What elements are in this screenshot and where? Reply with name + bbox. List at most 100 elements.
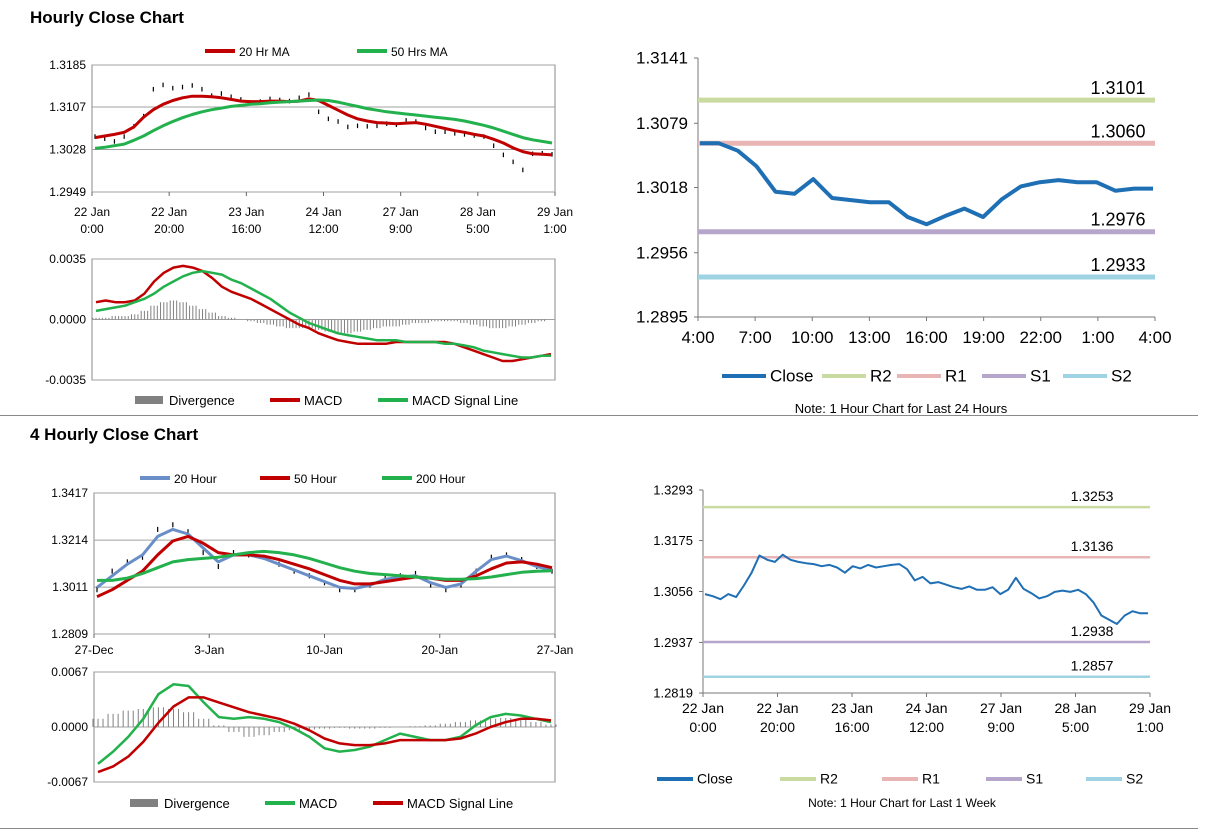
level-label-r1: 1.3060 bbox=[1090, 121, 1145, 141]
plot-frame bbox=[91, 64, 556, 193]
x-tick-label: 13:00 bbox=[848, 328, 891, 347]
y-tick-label: 1.2949 bbox=[49, 185, 86, 199]
series-close bbox=[704, 553, 1148, 625]
x-tick-label: 27 Jan bbox=[980, 700, 1022, 716]
legend-divergence-swatch bbox=[130, 799, 158, 807]
hourly-macd-chart: 0.0035 0.0000 -0.0035 Divergence MACD MACD Si… bbox=[45, 252, 556, 408]
y-tick-label: 1.3107 bbox=[49, 100, 86, 114]
x-tick-label: 24 Jan bbox=[305, 205, 341, 219]
legend-0-label: 20 Hr MA bbox=[239, 45, 290, 59]
series-50-hour bbox=[96, 534, 553, 599]
x-tick-label: 10-Jan bbox=[306, 643, 343, 657]
x-tick-label: 16:00 bbox=[905, 328, 948, 347]
four-hourly-section-title: 4 Hourly Close Chart bbox=[30, 425, 199, 444]
x-tick-label: 4:00 bbox=[681, 328, 714, 347]
legend-close-label: Close bbox=[697, 771, 733, 787]
y-tick-label: 1.3185 bbox=[49, 58, 86, 72]
section-divider bbox=[0, 415, 1198, 416]
y-tick-label: 1.2819 bbox=[653, 685, 693, 700]
x-tick-label: 16:00 bbox=[834, 719, 869, 735]
x-tick-label: 20:00 bbox=[760, 719, 795, 735]
legend-2-label: 200 Hour bbox=[416, 472, 465, 486]
y-tick-label: 1.3141 bbox=[636, 49, 688, 68]
level-label-s2: 1.2857 bbox=[1071, 658, 1114, 674]
level-label-r2: 1.3101 bbox=[1090, 78, 1145, 98]
x-tick-label: 27-Dec bbox=[75, 643, 114, 657]
x-tick-label: 22 Jan bbox=[682, 700, 724, 716]
x-tick-label: 3-Jan bbox=[194, 643, 224, 657]
x-tick-label: 27 Jan bbox=[383, 205, 419, 219]
legend-divergence-swatch bbox=[135, 396, 163, 404]
legend-divergence-label: Divergence bbox=[164, 796, 230, 811]
legend-r2-label: R2 bbox=[820, 771, 838, 787]
legend-s1-label: S1 bbox=[1026, 771, 1043, 787]
x-tick-label: 27-Jan bbox=[537, 643, 574, 657]
x-tick-label: 1:00 bbox=[543, 222, 567, 236]
legend-s1-label: S1 bbox=[1030, 367, 1051, 386]
y-tick-label: 0.0000 bbox=[49, 313, 86, 327]
y-tick-label: 1.3056 bbox=[653, 584, 693, 599]
y-tick-label: -0.0067 bbox=[47, 775, 88, 789]
legend-r1-label: R1 bbox=[945, 367, 967, 386]
series-macd bbox=[97, 683, 552, 765]
y-tick-label: 1.3079 bbox=[636, 114, 688, 133]
x-tick-label: 4:00 bbox=[1138, 328, 1171, 347]
x-tick-label: 5:00 bbox=[466, 222, 490, 236]
x-tick-label: 19:00 bbox=[962, 328, 1005, 347]
level-label-s1: 1.2976 bbox=[1090, 210, 1145, 230]
legend-signal-label: MACD Signal Line bbox=[407, 796, 513, 811]
legend-1-label: 50 Hour bbox=[294, 472, 337, 486]
y-tick-label: 1.2809 bbox=[51, 627, 88, 641]
series-20-hr-ma bbox=[94, 94, 553, 157]
x-tick-label: 12:00 bbox=[308, 222, 338, 236]
x-tick-label: 28 Jan bbox=[1054, 700, 1096, 716]
series-close bbox=[700, 141, 1153, 227]
level-label-s1: 1.2938 bbox=[1071, 623, 1114, 639]
x-tick-label: 22 Jan bbox=[74, 205, 110, 219]
y-tick-label: 1.3417 bbox=[51, 486, 88, 500]
legend-1-label: 50 Hrs MA bbox=[391, 45, 448, 59]
chart-note: Note: 1 Hour Chart for Last 1 Week bbox=[808, 796, 997, 810]
y-tick-label: 1.3018 bbox=[636, 178, 688, 197]
x-tick-label: 5:00 bbox=[1062, 719, 1089, 735]
x-tick-label: 22 Jan bbox=[151, 205, 187, 219]
x-tick-label: 29 Jan bbox=[1129, 700, 1171, 716]
x-tick-label: 12:00 bbox=[909, 719, 944, 735]
x-tick-label: 28 Jan bbox=[460, 205, 496, 219]
legend-divergence-label: Divergence bbox=[169, 393, 235, 408]
series-macd bbox=[95, 264, 552, 363]
level-label-r1: 1.3136 bbox=[1071, 538, 1114, 554]
hourly-week-levels-chart: 1.3293 1.3175 1.3056 1.2937 1.2819 1.3253 1.31… bbox=[653, 482, 1171, 810]
legend-close-label: Close bbox=[770, 367, 813, 386]
series-macd-signal-line bbox=[97, 696, 552, 774]
x-tick-label: 0:00 bbox=[80, 222, 104, 236]
four-hourly-macd-chart: 0.0067 0.0000 -0.0067 Divergence MACD MACD Si… bbox=[47, 665, 557, 811]
series-20-hour bbox=[96, 527, 553, 590]
y-tick-label: 1.3175 bbox=[653, 533, 693, 548]
x-tick-label: 16:00 bbox=[231, 222, 261, 236]
four-hourly-price-chart: 1.3417 1.3214 1.3011 1.2809 27-Dec 3-Jan 10-Ja… bbox=[51, 472, 574, 657]
level-label-s2: 1.2933 bbox=[1090, 255, 1145, 275]
x-tick-label: 23 Jan bbox=[228, 205, 264, 219]
y-tick-label: 1.2956 bbox=[636, 243, 688, 262]
y-tick-label: 1.3028 bbox=[49, 142, 86, 156]
legend-s2-label: S2 bbox=[1126, 771, 1143, 787]
level-label-r2: 1.3253 bbox=[1071, 488, 1114, 504]
series-macd-signal-line bbox=[95, 269, 551, 359]
series-200-hour bbox=[97, 549, 553, 582]
x-tick-label: 0:00 bbox=[689, 719, 716, 735]
legend-r2-label: R2 bbox=[870, 367, 892, 386]
y-tick-label: 1.3293 bbox=[653, 482, 693, 497]
y-tick-label: 0.0067 bbox=[51, 665, 88, 679]
bottom-divider bbox=[0, 828, 1198, 829]
legend-s2-label: S2 bbox=[1111, 367, 1132, 386]
x-tick-label: 22 Jan bbox=[756, 700, 798, 716]
x-tick-label: 1:00 bbox=[1136, 719, 1163, 735]
hourly-section-title: Hourly Close Chart bbox=[30, 8, 184, 27]
x-tick-label: 10:00 bbox=[791, 328, 834, 347]
legend-macd-label: MACD bbox=[299, 796, 337, 811]
y-tick-label: 1.3011 bbox=[52, 580, 88, 594]
legend-signal-label: MACD Signal Line bbox=[412, 393, 518, 408]
x-tick-label: 29 Jan bbox=[537, 205, 573, 219]
x-tick-label: 20-Jan bbox=[421, 643, 458, 657]
